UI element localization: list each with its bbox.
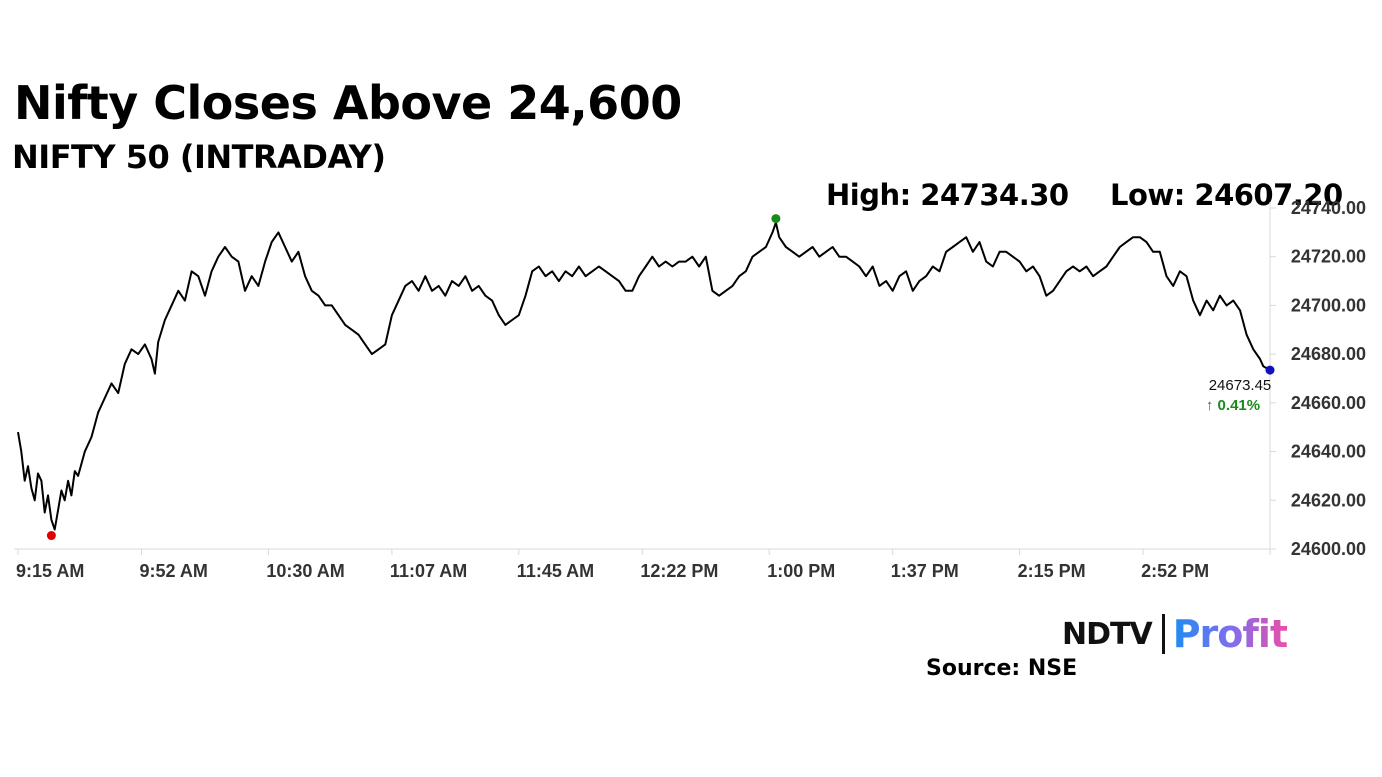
- low-label: Low: 24607.20: [1110, 178, 1343, 212]
- change-percent-label: ↑ 0.41%: [1206, 397, 1260, 414]
- source-note: Source: NSE: [926, 656, 1078, 681]
- x-tick-label: 9:52 AM: [140, 561, 208, 581]
- x-tick-label: 1:00 PM: [767, 561, 835, 581]
- y-tick-label: 24640.00: [1291, 442, 1366, 462]
- low-point-marker: [46, 531, 56, 541]
- x-tick-label: 11:45 AM: [517, 561, 594, 581]
- last-value-label: 24673.45: [1209, 377, 1272, 394]
- x-tick-label: 9:15 AM: [16, 561, 84, 581]
- x-tick-label: 12:22 PM: [640, 561, 718, 581]
- last-point-marker: [1265, 365, 1275, 375]
- ndtv-wordmark: NDTV: [1062, 616, 1153, 652]
- nifty-series-line: [17, 221, 1271, 531]
- chart-subtitle: NIFTY 50 (INTRADAY): [12, 138, 386, 176]
- marker-layer: [46, 214, 1275, 541]
- y-tick-label: 24620.00: [1291, 490, 1366, 510]
- x-tick-label: 2:15 PM: [1018, 561, 1086, 581]
- axis-layer: 9:15 AM 9:52 AM 10:30 AM 11:07 AM 11:45 AM 12…: [14, 198, 1366, 581]
- x-tick-label: 2:52 PM: [1141, 561, 1209, 581]
- chart-title: Nifty Closes Above 24,600: [14, 76, 682, 130]
- y-tick-label: 24720.00: [1291, 247, 1366, 267]
- y-tick-label: 24700.00: [1291, 295, 1366, 315]
- profit-wordmark: Profit: [1172, 612, 1288, 656]
- high-point-marker: [771, 214, 781, 224]
- high-label: High: 24734.30: [826, 178, 1069, 212]
- logo-divider: [1161, 614, 1165, 654]
- y-tick-label: 24660.00: [1291, 393, 1366, 413]
- series-layer: [17, 221, 1271, 531]
- x-tick-label: 10:30 AM: [266, 561, 344, 581]
- y-tick-label: 24680.00: [1291, 344, 1366, 364]
- y-tick-label: 24740.00: [1291, 198, 1366, 218]
- y-tick-label: 24600.00: [1291, 539, 1366, 559]
- ndtv-profit-logo: NDTV Profit: [1062, 612, 1288, 656]
- x-tick-label: 11:07 AM: [390, 561, 467, 581]
- x-tick-label: 1:37 PM: [891, 561, 959, 581]
